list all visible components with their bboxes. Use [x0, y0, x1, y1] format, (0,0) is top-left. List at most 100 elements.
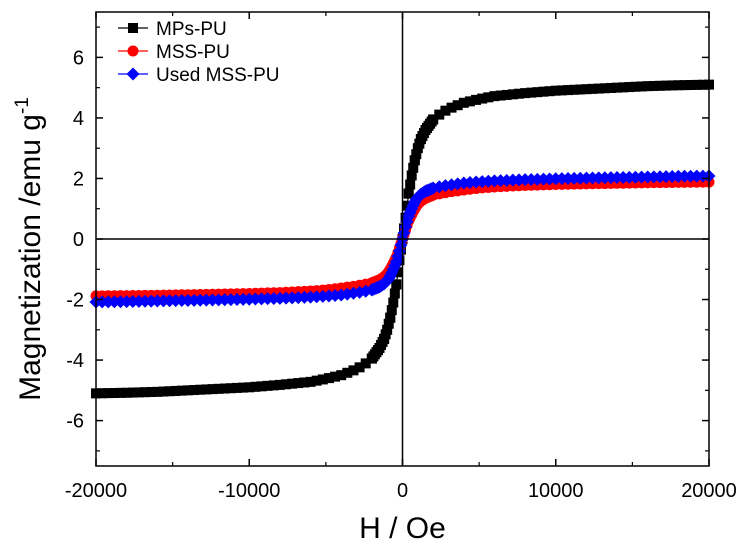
x-axis-title: H / Oe	[359, 512, 446, 545]
data-point	[538, 86, 549, 97]
data-point	[471, 94, 482, 105]
data-point	[323, 373, 334, 384]
data-point	[182, 385, 193, 396]
data-point	[624, 82, 635, 93]
data-point	[382, 324, 393, 335]
data-point	[648, 80, 659, 91]
data-point	[354, 362, 365, 373]
data-point	[225, 383, 236, 394]
data-point	[411, 149, 422, 160]
x-tick-label: 0	[397, 480, 408, 502]
data-point	[299, 377, 310, 388]
data-point	[360, 358, 371, 369]
data-point	[274, 379, 285, 390]
data-point	[103, 388, 114, 399]
data-point	[661, 80, 672, 91]
data-point	[581, 84, 592, 95]
data-point	[195, 384, 206, 395]
data-point	[667, 80, 678, 91]
data-point	[342, 367, 353, 378]
data-point	[97, 388, 108, 399]
data-point	[691, 79, 702, 90]
data-point	[673, 80, 684, 91]
data-point	[434, 109, 445, 120]
data-point	[544, 86, 555, 97]
data-point	[207, 384, 218, 395]
data-point	[268, 380, 279, 391]
data-point	[408, 162, 419, 173]
data-point	[477, 93, 488, 104]
data-point	[164, 386, 175, 397]
data-point	[305, 376, 316, 387]
data-point	[403, 188, 414, 199]
data-point	[213, 383, 224, 394]
data-point	[391, 279, 402, 290]
data-point	[158, 386, 169, 397]
data-point	[409, 155, 420, 166]
data-point	[317, 374, 328, 385]
data-point	[386, 305, 397, 316]
data-point	[556, 85, 567, 96]
data-point	[201, 384, 212, 395]
data-point	[281, 379, 292, 390]
legend-label: Used MSS-PU	[156, 65, 280, 86]
data-point	[569, 84, 580, 95]
data-point	[170, 385, 181, 396]
data-point	[336, 370, 347, 381]
data-point	[238, 382, 249, 393]
data-point	[406, 170, 417, 181]
data-point	[587, 83, 598, 94]
data-point	[495, 90, 506, 101]
data-point	[115, 387, 126, 398]
series-layer	[89, 79, 716, 399]
data-point	[464, 96, 475, 107]
data-point	[176, 385, 187, 396]
legend-item: MSS-PU	[118, 42, 230, 63]
ticks-layer: -20000 -10000 0 10000 20000 -6 -4 -2 0 2 4 6	[65, 12, 737, 502]
data-point	[507, 89, 518, 100]
data-point	[262, 380, 273, 391]
x-tick-label: 10000	[528, 480, 584, 502]
data-point	[219, 383, 230, 394]
data-point	[630, 81, 641, 92]
data-point	[388, 297, 399, 308]
data-point	[520, 88, 531, 99]
data-point	[146, 387, 157, 398]
zero-lines	[96, 12, 709, 466]
y-tick-label: 6	[73, 47, 84, 69]
y-axis-title: Magnetization /emu g-1	[12, 97, 47, 401]
data-point	[458, 97, 469, 108]
data-point	[348, 365, 359, 376]
data-point	[446, 102, 457, 113]
data-point	[140, 387, 151, 398]
data-point	[612, 82, 623, 93]
data-point	[293, 378, 304, 389]
legend-item: MPs-PU	[118, 19, 227, 40]
y-tick-label: -2	[66, 290, 84, 312]
y-tick-label: -6	[66, 411, 84, 433]
data-point	[599, 83, 610, 94]
data-point	[133, 387, 144, 398]
data-point	[550, 85, 561, 96]
data-point	[452, 100, 463, 111]
data-point	[389, 288, 400, 299]
y-tick-label: 0	[73, 229, 84, 251]
data-point	[152, 386, 163, 397]
data-point	[636, 81, 647, 92]
data-point	[526, 87, 537, 98]
data-point	[385, 312, 396, 323]
data-point	[618, 82, 629, 93]
data-point	[189, 385, 200, 396]
data-point	[593, 83, 604, 94]
data-point	[513, 88, 524, 99]
y-axis-title-main: Magnetization /emu g	[14, 114, 47, 401]
data-point	[330, 371, 341, 382]
series-used-mss-pu	[89, 169, 716, 309]
data-point	[428, 114, 439, 125]
x-tick-label: -20000	[65, 480, 127, 502]
data-point	[685, 80, 696, 91]
data-point	[287, 378, 298, 389]
data-point	[697, 79, 708, 90]
